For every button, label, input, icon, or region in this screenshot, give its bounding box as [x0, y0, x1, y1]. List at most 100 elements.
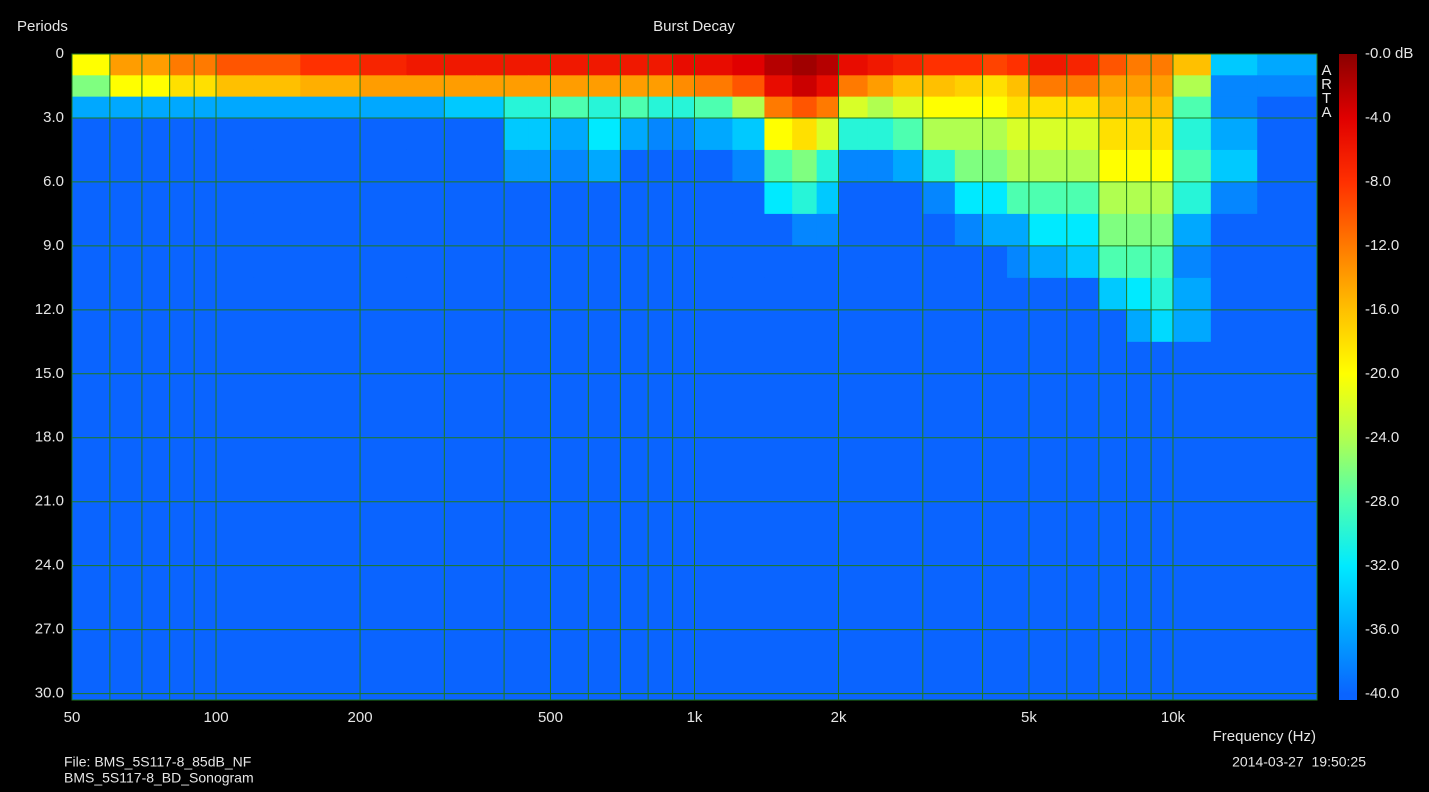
heatmap-cell [141, 54, 171, 76]
y-axis-label: Periods [17, 18, 68, 35]
heatmap-cell [406, 341, 445, 701]
heatmap-cell [1007, 213, 1030, 247]
heatmap-cell [838, 309, 869, 343]
heatmap-cell [1007, 277, 1030, 311]
heatmap-cell [72, 181, 111, 215]
heatmap-cell [109, 117, 143, 151]
heatmap-cell [816, 117, 840, 151]
heatmap-cell [620, 54, 649, 76]
heatmap-cell [528, 277, 551, 311]
heatmap-cell [528, 245, 551, 279]
heatmap-cell [1172, 75, 1212, 98]
colorbar-tick-label: -0.0 dB [1365, 45, 1413, 62]
heatmap-cell [476, 181, 505, 215]
heatmap-cell [694, 149, 733, 183]
heatmap-cell [504, 181, 530, 215]
heatmap-cell [982, 245, 1008, 279]
heatmap-cell [1126, 245, 1152, 279]
heatmap-cell [792, 96, 818, 119]
heatmap-cell [1126, 96, 1152, 119]
heatmap-cell [1257, 96, 1318, 119]
heatmap-cell [672, 341, 695, 701]
heatmap-cell [1126, 277, 1152, 311]
heatmap-cell [169, 341, 195, 701]
heatmap-cell [300, 213, 361, 247]
heatmap-cell [194, 75, 217, 98]
heatmap-cell [253, 213, 301, 247]
heatmap-cell [72, 277, 111, 311]
heatmap-cell [867, 75, 894, 98]
heatmap-cell [982, 309, 1008, 343]
heatmap-cell [1066, 181, 1100, 215]
heatmap-cell [893, 341, 924, 701]
heatmap-cell [792, 181, 818, 215]
heatmap-cell [694, 213, 733, 247]
heatmap-cell [867, 245, 894, 279]
heatmap-cell [1210, 149, 1258, 183]
heatmap-cell [169, 181, 195, 215]
heatmap-cell [1098, 75, 1128, 98]
heatmap-cell [867, 309, 894, 343]
heatmap-cell [406, 181, 445, 215]
heatmap-cell [504, 213, 530, 247]
heatmap-cell [1028, 149, 1068, 183]
heatmap-cell [764, 309, 793, 343]
heatmap-cell [620, 213, 649, 247]
heatmap-cell [1257, 54, 1318, 76]
heatmap-cell [1007, 149, 1030, 183]
heatmap-cell [141, 117, 171, 151]
heatmap-cell [764, 96, 793, 119]
heatmap-cell [922, 341, 956, 701]
heatmap-cell [253, 75, 301, 98]
heatmap-cell [109, 277, 143, 311]
heatmap-cell [1028, 341, 1068, 701]
heatmap-cell [954, 149, 984, 183]
heatmap-cell [444, 75, 477, 98]
heatmap-cell [253, 341, 301, 701]
heatmap-cell [1066, 96, 1100, 119]
heatmap-cell [109, 96, 143, 119]
heatmap-cell [764, 117, 793, 151]
heatmap-cell [550, 54, 589, 76]
heatmap-cell [764, 341, 793, 701]
heatmap-cell [954, 309, 984, 343]
heatmap-cell [732, 341, 765, 701]
heatmap-cell [732, 75, 765, 98]
heatmap-cell [1257, 213, 1318, 247]
heatmap-cell [982, 96, 1008, 119]
heatmap-cell [1257, 277, 1318, 311]
heatmap-cell [109, 149, 143, 183]
heatmap-cell [406, 213, 445, 247]
heatmap-cell [816, 277, 840, 311]
heatmap-cell [406, 277, 445, 311]
heatmap-cell [672, 181, 695, 215]
heatmap-cell [1257, 309, 1318, 343]
heatmap-cell [253, 277, 301, 311]
heatmap-cell [300, 75, 361, 98]
heatmap-cell [550, 117, 589, 151]
heatmap-cell [476, 96, 505, 119]
heatmap-cell [672, 213, 695, 247]
heatmap-cell [550, 309, 589, 343]
heatmap-cell [792, 149, 818, 183]
heatmap-cell [109, 341, 143, 701]
heatmap-cell [194, 96, 217, 119]
heatmap-cell [1098, 341, 1128, 701]
heatmap-cell [1210, 277, 1258, 311]
heatmap-cell [1098, 277, 1128, 311]
heatmap-cell [1098, 117, 1128, 151]
heatmap-cell [504, 54, 530, 76]
heatmap-cell [672, 309, 695, 343]
heatmap-cell [109, 213, 143, 247]
heatmap-cell [141, 341, 171, 701]
heatmap-cell [1257, 341, 1318, 701]
heatmap-cell [1028, 96, 1068, 119]
heatmap-cell [1028, 245, 1068, 279]
heatmap-cell [216, 213, 255, 247]
heatmap-cell [620, 117, 649, 151]
heatmap-cell [1066, 75, 1100, 98]
heatmap-cell [1151, 181, 1174, 215]
heatmap-cell [838, 341, 869, 701]
heatmap-cell [732, 213, 765, 247]
heatmap-cell [922, 181, 956, 215]
